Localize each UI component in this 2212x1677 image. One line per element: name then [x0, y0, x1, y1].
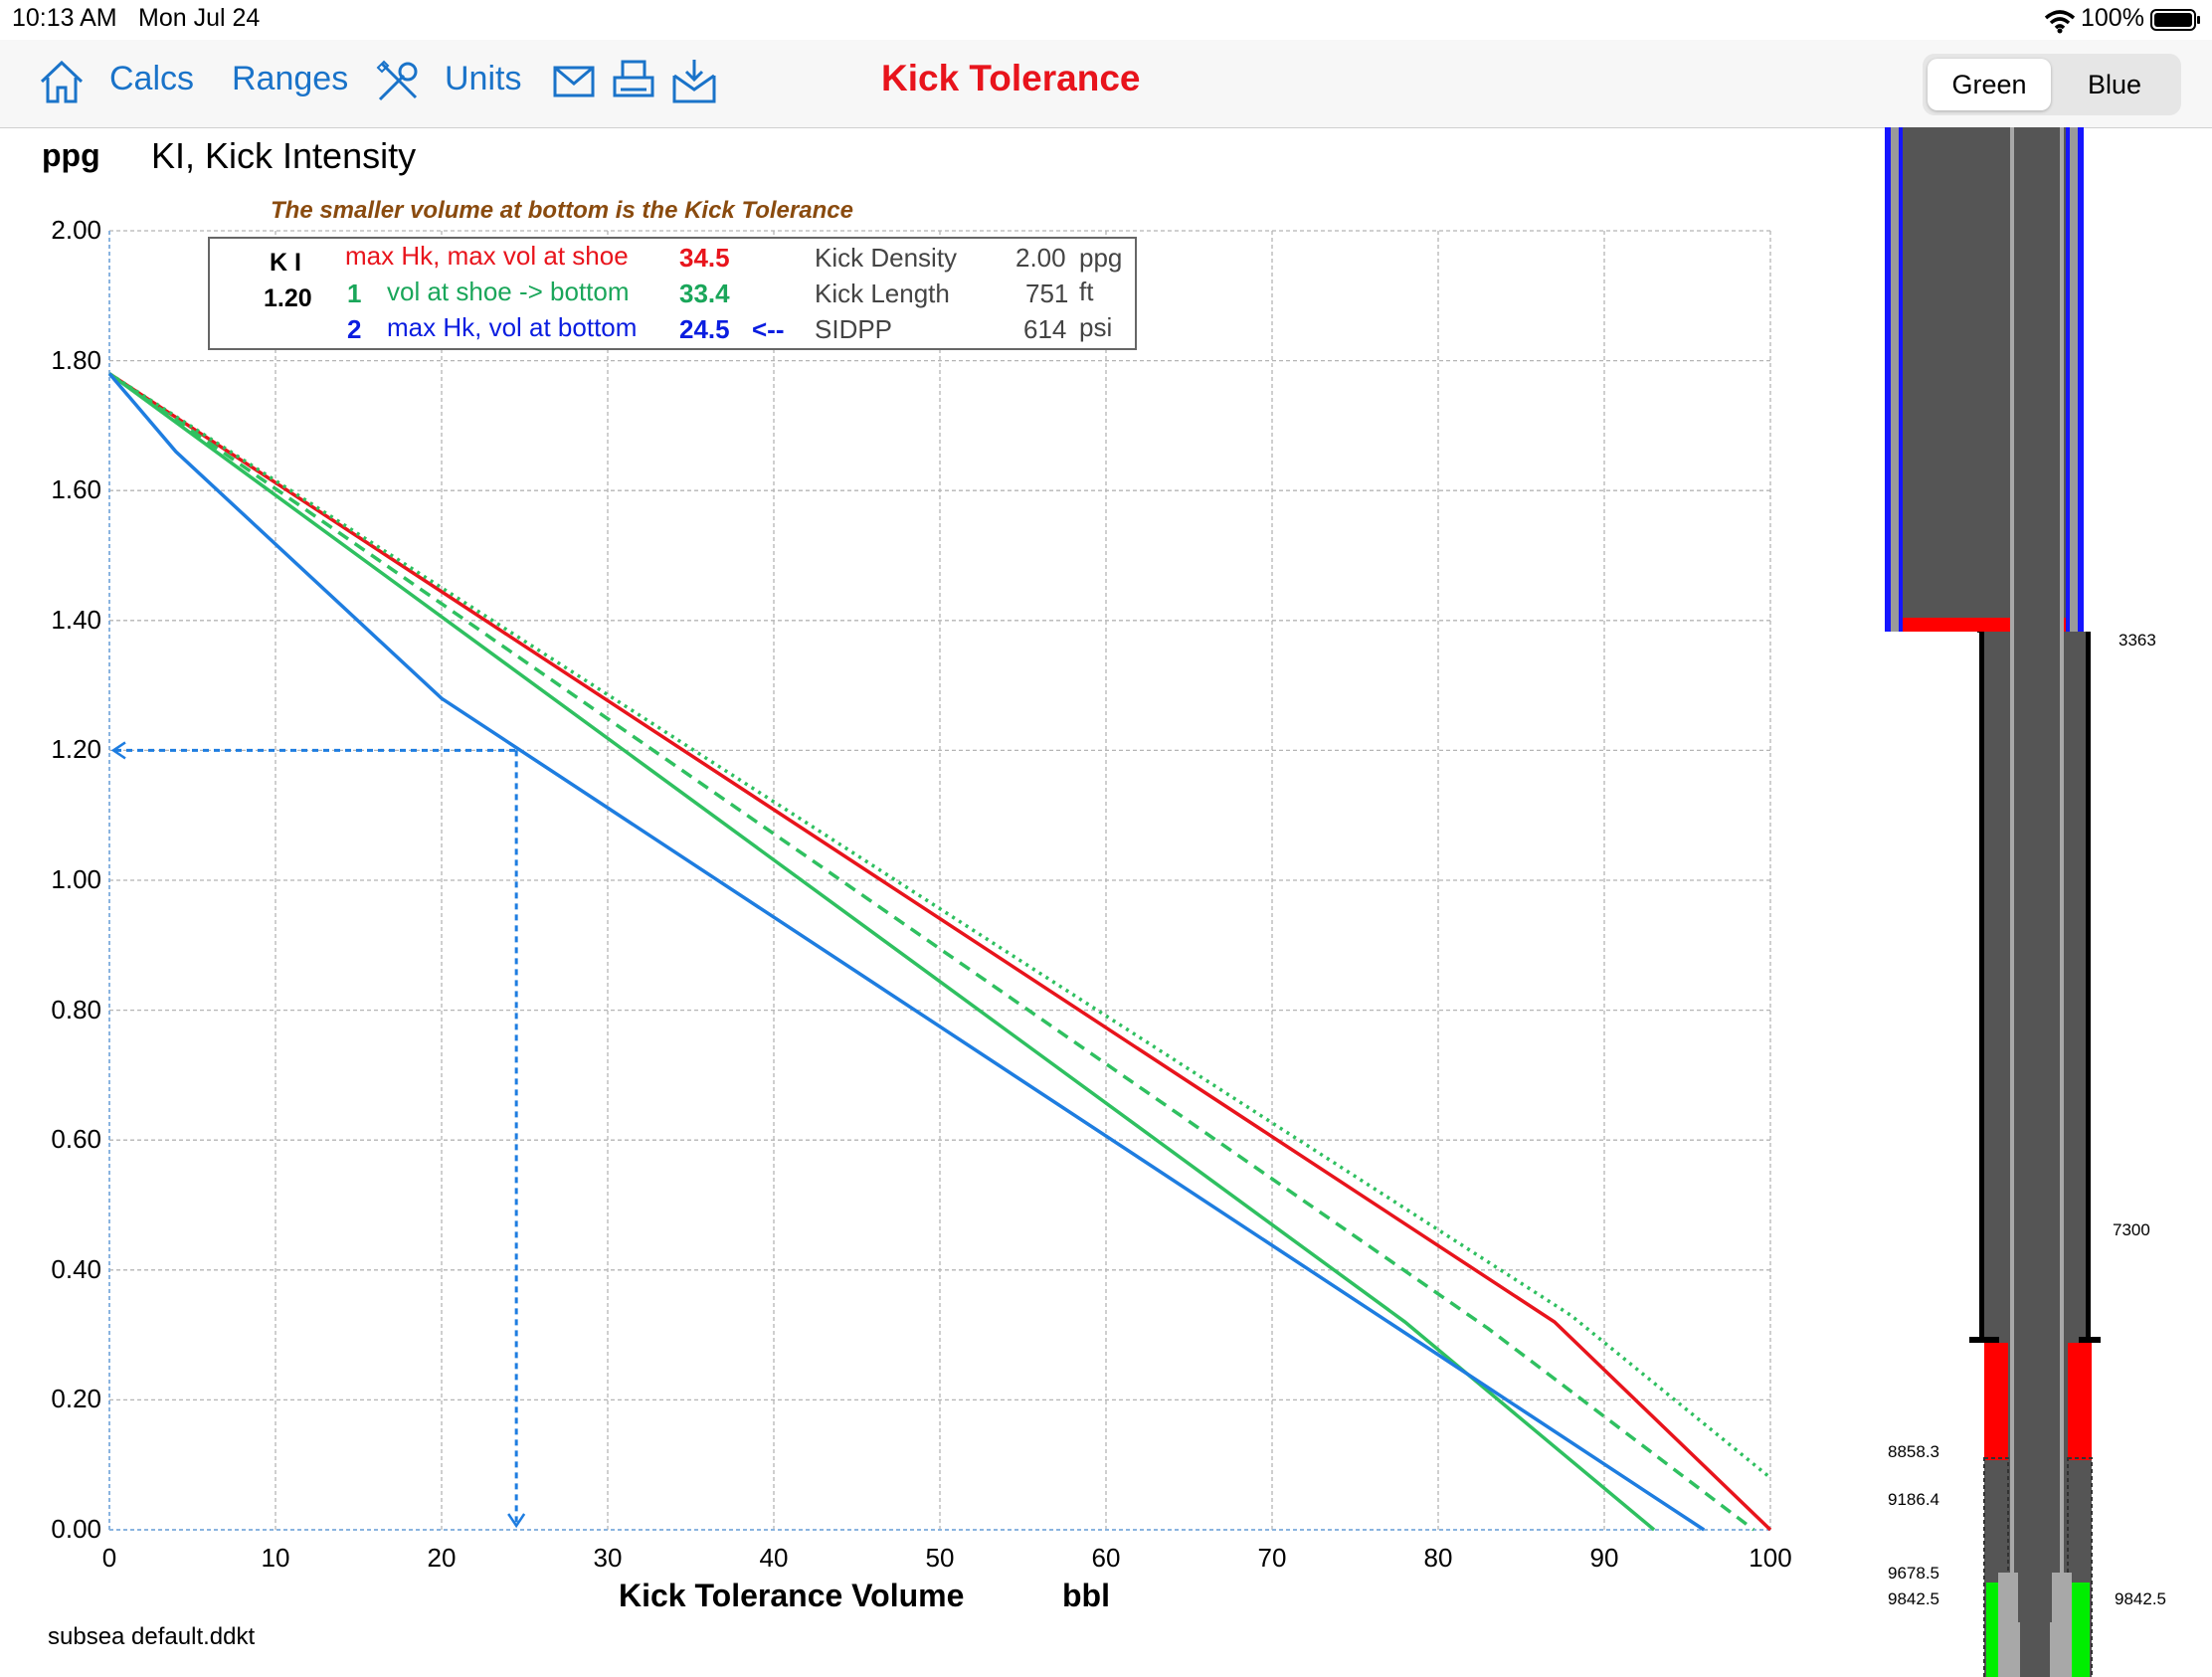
- y-tick-label: 1.60: [51, 474, 101, 505]
- depth-label-1: 8858.3: [1888, 1442, 1939, 1461]
- x-tick-label: 70: [1257, 1543, 1287, 1573]
- x-axis-unit: bbl: [1062, 1578, 1110, 1613]
- calcs-button[interactable]: Calcs: [109, 60, 195, 97]
- ki-marker-arrow-left: [110, 741, 126, 760]
- depth-bottom-right: 9842.5: [2115, 1589, 2166, 1608]
- segment-blue[interactable]: Blue: [2087, 70, 2142, 99]
- legend-row2-num: 2: [347, 314, 362, 344]
- legend-row2-label: max Hk, vol at bottom: [387, 312, 638, 342]
- y-tick-label: 0.80: [51, 994, 101, 1025]
- casing1-right-inner: [2066, 127, 2070, 632]
- depth-label-4: 9842.5: [1888, 1589, 1939, 1608]
- y-tick-label: 1.00: [51, 864, 101, 894]
- y-tick-label: 0.20: [51, 1384, 101, 1414]
- depth-shoe2: 7300: [2113, 1220, 2150, 1239]
- status-date: Mon Jul 24: [138, 4, 261, 32]
- status-bar: 10:13 AM Mon Jul 24 100%: [0, 0, 2212, 40]
- legend-row1-num: 1: [347, 279, 362, 308]
- page-title: Kick Tolerance: [881, 58, 1141, 98]
- kick-density-unit: ppg: [1079, 243, 1123, 273]
- tools-icon[interactable]: [374, 58, 422, 105]
- open-hole-kick-right: [2068, 1343, 2092, 1460]
- sidpp-label: SIDPP: [815, 314, 893, 344]
- x-tick-label: 90: [1589, 1543, 1619, 1573]
- legend-row2-arrow: <--: [752, 314, 785, 344]
- y-tick-label: 1.40: [51, 604, 101, 635]
- open-hole-kick-left: [1984, 1343, 2008, 1460]
- series-line-2: [108, 372, 1755, 1532]
- legend-row1-value: 33.4: [679, 279, 730, 308]
- kick-tolerance-chart: [107, 230, 1772, 1532]
- color-segmented-control: Green Blue: [1923, 54, 2181, 115]
- x-tick-label: 50: [925, 1543, 955, 1573]
- legend-box: K I 1.20 max Hk, max vol at shoe 34.5 1 …: [208, 237, 1137, 350]
- chart-title: KI, Kick Intensity: [151, 135, 417, 176]
- y-tick-label: 2.00: [51, 215, 101, 245]
- bha-kick-right: [2068, 1583, 2090, 1677]
- sidpp-unit: psi: [1079, 312, 1113, 342]
- battery-icon: [2150, 9, 2200, 31]
- kick-density-value: 2.00: [1015, 243, 1066, 273]
- x-tick-label: 0: [101, 1543, 117, 1573]
- print-icon[interactable]: [611, 58, 658, 105]
- drill-pipe: [2014, 127, 2060, 1575]
- mail-icon[interactable]: [551, 58, 599, 105]
- legend-row0-label: max Hk, max vol at shoe: [345, 241, 629, 271]
- x-axis-title: Kick Tolerance Volume: [619, 1578, 965, 1613]
- kick-length-unit: ft: [1079, 277, 1094, 306]
- series-line-0: [108, 372, 1772, 1532]
- nav-bar: Calcs Ranges Units Kick Tolerance: [0, 40, 2212, 128]
- casing2-left: [1979, 632, 1984, 1343]
- export-icon[interactable]: [670, 58, 718, 105]
- kick-density-label: Kick Density: [815, 243, 958, 273]
- kick-length-value: 751: [1025, 279, 1069, 308]
- legend-row1-label: vol at shoe -> bottom: [387, 277, 630, 306]
- y-tick-label: 0.40: [51, 1253, 101, 1284]
- bha-bore: [2018, 1573, 2052, 1677]
- casing1-left-mid: [1891, 127, 1899, 632]
- series-line-3: [107, 372, 1656, 1532]
- series-line-4: [107, 372, 1706, 1532]
- casing1-right-mid: [2070, 127, 2078, 632]
- status-time: 10:13 AM: [12, 4, 117, 32]
- x-tick-label: 60: [1091, 1543, 1121, 1573]
- x-tick-label: 30: [593, 1543, 623, 1573]
- x-tick-label: 100: [1749, 1543, 1792, 1573]
- battery-percent: 100%: [2081, 4, 2144, 32]
- casing2-right: [2086, 632, 2091, 1343]
- file-name: subsea default.ddkt: [48, 1623, 256, 1650]
- wellbore-diagram: [1885, 127, 2101, 1677]
- sidpp-value: 614: [1023, 314, 1067, 344]
- casing1-right-outer: [2078, 127, 2084, 632]
- ki-value: 1.20: [264, 284, 312, 312]
- ki-label: K I: [270, 249, 301, 277]
- legend-row0-value: 34.5: [679, 243, 730, 273]
- segment-green[interactable]: Green: [1928, 59, 2051, 110]
- x-tick-label: 10: [261, 1543, 290, 1573]
- depth-label-3: 9678.5: [1888, 1564, 1939, 1583]
- y-tick-label: 0.60: [51, 1124, 101, 1155]
- ranges-button[interactable]: Ranges: [232, 60, 349, 97]
- series-line-1: [108, 372, 1772, 1480]
- x-tick-label: 20: [427, 1543, 457, 1573]
- units-button[interactable]: Units: [445, 60, 522, 97]
- ki-marker-arrow-down: [507, 1513, 526, 1529]
- casing1-left-inner: [1899, 127, 1903, 632]
- wifi-icon: [2044, 10, 2076, 34]
- legend-row2-value: 24.5: [679, 314, 730, 344]
- home-icon[interactable]: [38, 58, 86, 105]
- depth-shoe1: 3363: [2119, 631, 2156, 650]
- depth-label-2: 9186.4: [1888, 1490, 1939, 1509]
- kick-length-label: Kick Length: [815, 279, 950, 308]
- casing1-left-outer: [1885, 127, 1891, 632]
- y-unit-label: ppg: [42, 137, 100, 173]
- shoe2-left: [1969, 1337, 1999, 1343]
- y-tick-label: 1.80: [51, 344, 101, 375]
- shoe2-right: [2079, 1337, 2101, 1343]
- x-tick-label: 40: [759, 1543, 789, 1573]
- y-tick-label: 1.20: [51, 734, 101, 765]
- chart-note: The smaller volume at bottom is the Kick…: [271, 197, 853, 224]
- y-tick-label: 0.00: [51, 1514, 101, 1544]
- x-tick-label: 80: [1423, 1543, 1453, 1573]
